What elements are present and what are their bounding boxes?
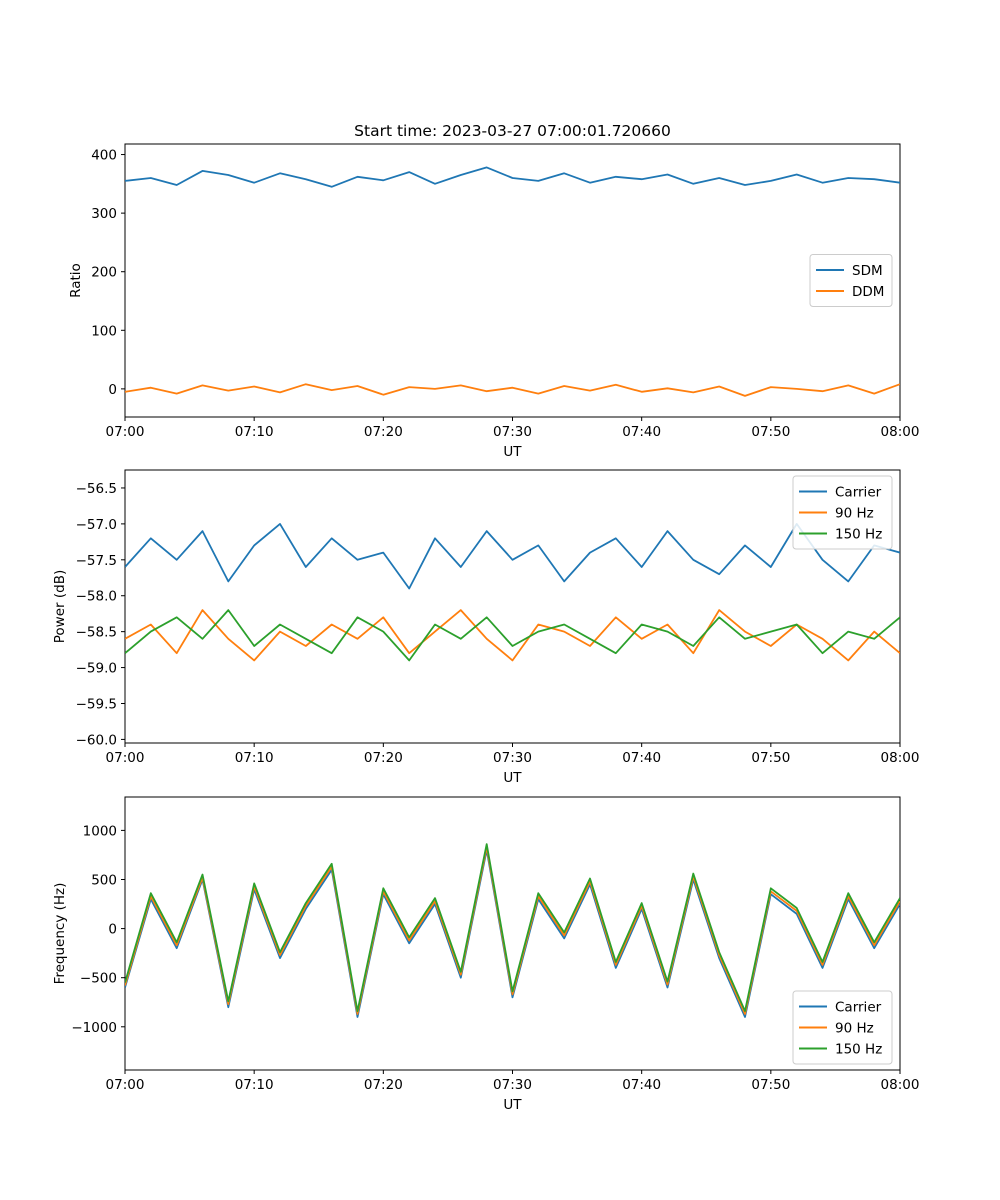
panel-ratio: 07:00 07:10 07:20 07:30 07:40 07:50 08:00 0 100 2… <box>68 143 920 460</box>
x-axis-label: UT <box>503 770 522 786</box>
x-tick-label: 07:50 <box>751 750 790 766</box>
legend: Carrier 90 Hz 150 Hz <box>792 475 893 550</box>
legend-label: 90 Hz <box>835 506 874 522</box>
x-tick-label: 07:00 <box>106 750 145 766</box>
x-tick-label: 07:40 <box>622 1077 661 1093</box>
y-tick-label: 400 <box>91 148 117 164</box>
series-line-150-hz <box>125 843 900 1012</box>
series-line-carrier <box>125 523 900 590</box>
y-tick-label: −58.0 <box>76 589 117 605</box>
x-tick-label: 08:00 <box>881 1077 920 1093</box>
x-tick-label: 07:30 <box>493 1077 532 1093</box>
y-tick-label: 500 <box>91 872 117 888</box>
legend-label: 90 Hz <box>835 1021 874 1037</box>
axes-frame <box>124 796 901 1071</box>
series-line-90-hz <box>125 609 900 662</box>
subplots: 07:00 07:10 07:20 07:30 07:40 07:50 08:00 0 100 2… <box>52 143 920 1113</box>
legend-box <box>792 475 893 550</box>
x-tick-label: 07:30 <box>493 750 532 766</box>
x-axis-label: UT <box>503 444 522 460</box>
x-tick-label: 07:20 <box>364 1077 403 1093</box>
x-axis-label: UT <box>503 1097 522 1113</box>
y-tick-label: 0 <box>108 382 117 398</box>
y-tick-label: −60.0 <box>76 732 117 748</box>
x-tick-label: 07:50 <box>751 1077 790 1093</box>
y-tick-label: −56.5 <box>76 481 117 497</box>
legend-label: 150 Hz <box>835 527 882 543</box>
x-tick-label: 08:00 <box>881 750 920 766</box>
y-tick-label: 0 <box>108 922 117 938</box>
panel-frequency: 07:00 07:10 07:20 07:30 07:40 07:50 08:00 −1000… <box>52 796 920 1113</box>
legend-label: DDM <box>852 284 884 300</box>
x-tick-label: 07:40 <box>622 424 661 440</box>
x-tick-label: 07:30 <box>493 424 532 440</box>
x-tick-label: 07:10 <box>235 424 274 440</box>
legend: Carrier 90 Hz 150 Hz <box>792 990 893 1065</box>
y-tick-label: 1000 <box>83 823 117 839</box>
x-tick-label: 07:00 <box>106 1077 145 1093</box>
y-tick-label: −58.5 <box>76 625 117 641</box>
series-group <box>125 166 900 397</box>
legend-label: Carrier <box>835 485 882 501</box>
y-tick-label: −1000 <box>71 1020 117 1036</box>
y-tick-label: 100 <box>91 323 117 339</box>
y-axis-label: Ratio <box>68 263 84 298</box>
x-tick-label: 07:50 <box>751 424 790 440</box>
x-tick-label: 07:20 <box>364 750 403 766</box>
series-line-150-hz <box>125 609 900 662</box>
series-group <box>125 523 900 662</box>
y-tick-label: −59.5 <box>76 696 117 712</box>
legend-box <box>809 254 893 307</box>
x-tick-label: 07:40 <box>622 750 661 766</box>
y-tick-label: −57.5 <box>76 553 117 569</box>
series-line-ddm <box>125 383 900 397</box>
y-tick-label: −57.0 <box>76 517 117 533</box>
x-tick-label: 07:20 <box>364 424 403 440</box>
panel-power: 07:00 07:10 07:20 07:30 07:40 07:50 08:00 −60.0… <box>52 469 920 786</box>
series-group <box>125 843 900 1018</box>
y-axis-label: Power (dB) <box>52 570 68 643</box>
y-tick-label: −59.0 <box>76 661 117 677</box>
x-tick-label: 07:00 <box>106 424 145 440</box>
series-line-sdm <box>125 166 900 188</box>
y-axis-label: Frequency (Hz) <box>52 883 68 985</box>
x-tick-label: 07:10 <box>235 1077 274 1093</box>
y-tick-label: 200 <box>91 265 117 281</box>
y-tick-label: −500 <box>80 971 117 987</box>
axes-frame <box>124 143 901 418</box>
y-tick-label: 300 <box>91 206 117 222</box>
legend-label: SDM <box>852 263 883 279</box>
x-tick-label: 08:00 <box>881 424 920 440</box>
legend-label: Carrier <box>835 1000 882 1016</box>
figure-title: Start time: 2023-03-27 07:00:01.720660 <box>354 122 671 140</box>
x-tick-label: 07:10 <box>235 750 274 766</box>
axes-frame <box>124 469 901 744</box>
legend: SDM DDM <box>809 254 893 307</box>
legend-label: 150 Hz <box>835 1042 882 1058</box>
legend-box <box>792 990 893 1065</box>
